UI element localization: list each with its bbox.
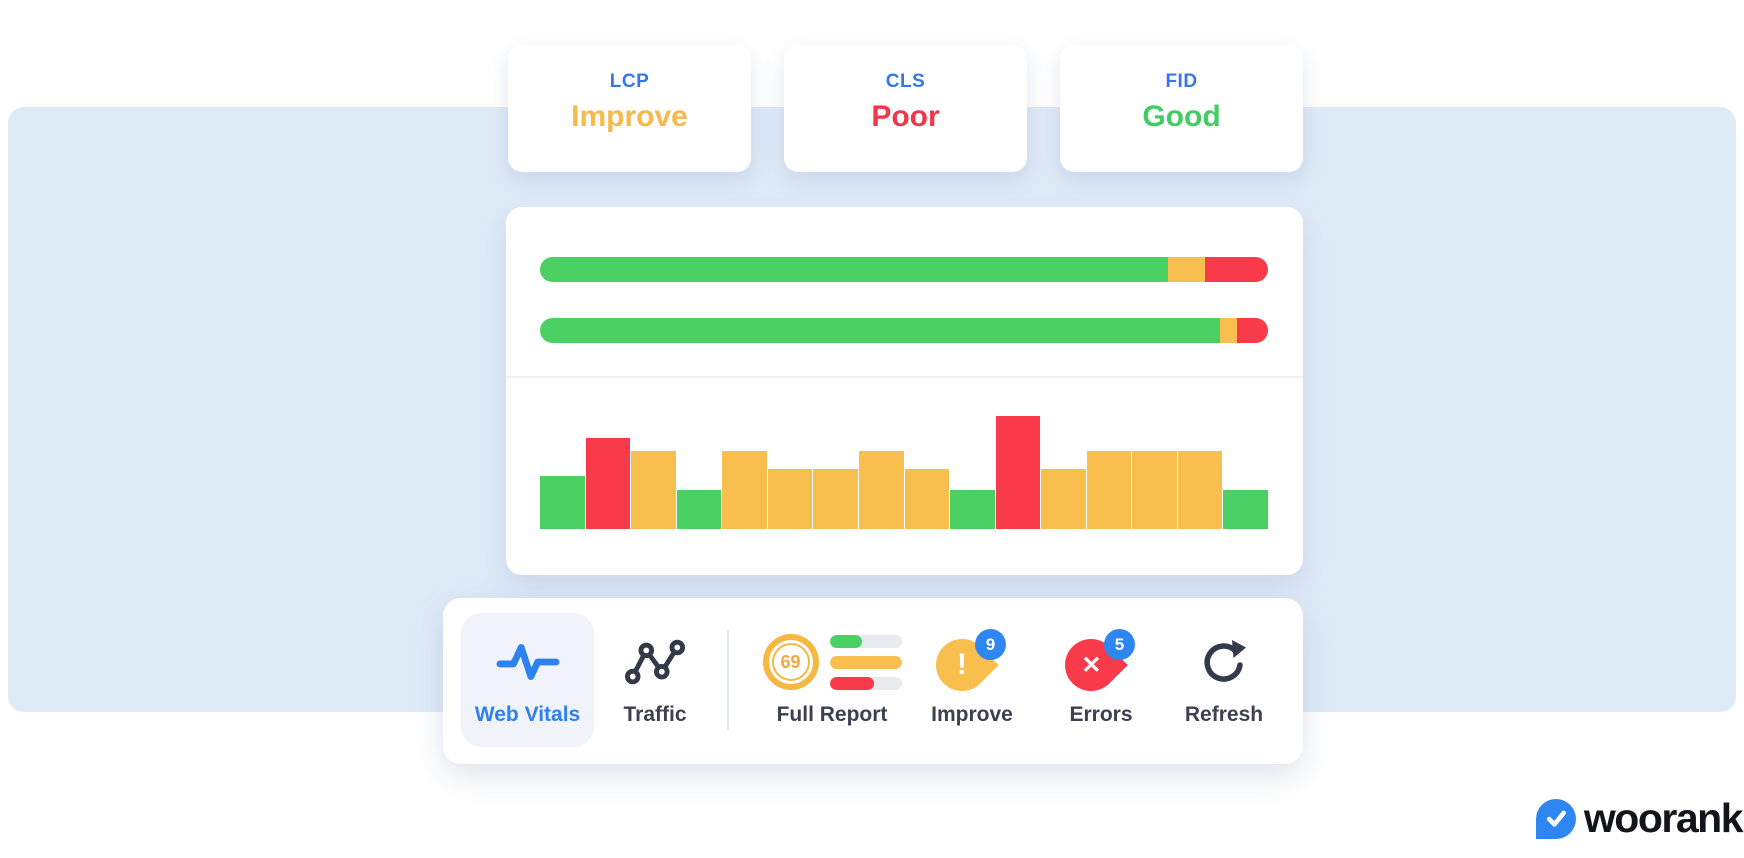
button-refresh[interactable]: Refresh [1169, 613, 1279, 747]
improve-bubble-icon: ! 9 [925, 628, 1008, 702]
chart-column-red [585, 438, 631, 529]
tab-label: Traffic [623, 703, 687, 726]
refresh-icon [1201, 633, 1247, 691]
status-badge: Improve [571, 100, 688, 133]
chart-column-orange [1041, 469, 1086, 529]
report-rows-icon [829, 634, 902, 690]
improve-count-badge: 9 [975, 629, 1006, 660]
button-label: Full Report [776, 703, 888, 726]
distribution-bars-section [506, 207, 1303, 378]
toolbar: Web Vitals Traffic 69 [443, 598, 1303, 764]
button-errors[interactable]: ✕ 5 Errors [1053, 613, 1149, 747]
errors-count-badge: 5 [1104, 629, 1135, 660]
exclamation-glyph: ! [957, 648, 967, 681]
web-vitals-panel [506, 207, 1303, 575]
chart-column-orange [1086, 451, 1132, 529]
chart-column-orange [1177, 451, 1223, 529]
pulse-icon [495, 633, 560, 691]
distribution-bar-1 [540, 257, 1268, 282]
toolbar-divider [727, 630, 729, 730]
chart-column-orange [767, 469, 813, 529]
metric-card-fid: FID Good [1060, 45, 1303, 172]
metric-cards-row: LCP Improve CLS Poor FID Good [508, 45, 1303, 172]
bar-segment-poor [1236, 318, 1268, 343]
button-label: Refresh [1184, 703, 1264, 726]
metric-label: CLS [885, 71, 926, 92]
bar-segment-good [540, 257, 1168, 282]
chart-column-red [995, 416, 1041, 529]
chart-column-orange [631, 451, 676, 529]
chart-column-green [1223, 490, 1268, 529]
woorank-check-icon [1535, 798, 1576, 839]
tab-label: Web Vitals [474, 703, 581, 726]
score-report-icon: 69 [762, 633, 902, 691]
bar-segment-good [540, 318, 1220, 343]
x-glyph: ✕ [1080, 651, 1102, 679]
chart-column-green [676, 490, 722, 529]
woorank-logo: woorank [1535, 795, 1744, 842]
timeline-column-chart [540, 416, 1268, 529]
status-badge: Good [1142, 100, 1221, 133]
chart-column-orange [813, 469, 858, 529]
errors-bubble-icon: ✕ 5 [1054, 628, 1137, 702]
chart-column-orange [858, 451, 904, 529]
button-label: Improve [931, 703, 1013, 726]
score-value: 69 [771, 643, 810, 681]
distribution-bar-2 [540, 318, 1268, 343]
tab-web-vitals[interactable]: Web Vitals [461, 613, 594, 747]
bar-segment-improve [1167, 257, 1205, 282]
metric-card-cls: CLS Poor [784, 45, 1027, 172]
metric-card-lcp: LCP Improve [508, 45, 751, 172]
chart-column-orange [904, 469, 950, 529]
bar-segment-poor [1204, 257, 1268, 282]
tab-traffic[interactable]: Traffic [605, 613, 705, 747]
chart-column-green [540, 476, 585, 529]
woorank-wordmark: woorank [1583, 795, 1744, 841]
line-chart-icon [624, 633, 686, 691]
metric-label: FID [1165, 71, 1198, 92]
score-ring: 69 [762, 634, 819, 690]
chart-column-green [950, 490, 995, 529]
chart-column-orange [1132, 451, 1177, 529]
metric-label: LCP [609, 71, 650, 92]
bar-segment-improve [1219, 318, 1237, 343]
button-full-report[interactable]: 69 Full Report [752, 613, 912, 747]
status-badge: Poor [871, 100, 940, 133]
chart-column-orange [722, 451, 767, 529]
button-label: Errors [1069, 703, 1133, 726]
button-improve[interactable]: ! 9 Improve [917, 613, 1027, 747]
